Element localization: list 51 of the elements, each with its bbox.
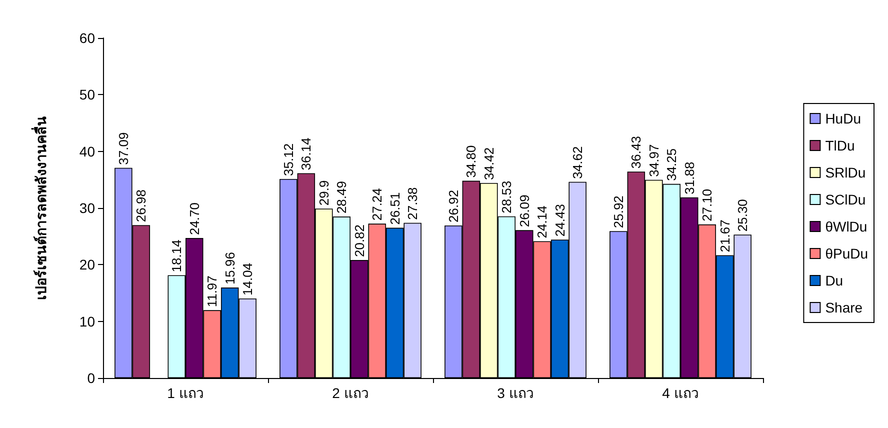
text: 36.14 [298, 138, 314, 170]
text: 29.9 [316, 180, 332, 206]
text: 31.88 [682, 162, 697, 194]
text: 26.51 [387, 192, 402, 225]
text: 21.67 [717, 220, 732, 252]
y-tick-label: 0 [87, 370, 96, 386]
text: 24.14 [534, 206, 550, 238]
text: 34.80 [464, 145, 479, 178]
legend-label: SRlDu [825, 164, 866, 180]
x-tick-label: 3 แถว [497, 385, 534, 401]
text: 26.98 [134, 190, 149, 222]
text: 26.09 [516, 194, 532, 228]
text: 28.53 [499, 180, 514, 214]
x-tick-label: 2 แถว [332, 385, 369, 401]
legend-label: θPuDu [825, 246, 868, 262]
text: 20.82 [352, 224, 367, 258]
text: 34.62 [570, 146, 586, 179]
text: 18.14 [169, 240, 184, 272]
text: 26.92 [446, 190, 461, 222]
legend-label: Du [825, 272, 844, 288]
y-tick-label: 40 [79, 143, 96, 160]
legend-label: Share [825, 300, 863, 316]
text: 27.24 [370, 188, 385, 221]
text: 24.43 [552, 204, 568, 237]
x-tick-label: 1 แถว [167, 385, 204, 401]
text: 35.12 [280, 143, 296, 176]
text: 27.38 [405, 187, 420, 220]
y-tick-label: 60 [79, 30, 96, 46]
text: 34.97 [646, 144, 662, 177]
y-tick-label: 20 [79, 256, 96, 273]
legend-label: θWlDu [825, 218, 868, 234]
y-tick-label: 10 [79, 313, 96, 330]
text: 34.42 [481, 147, 496, 180]
legend-label: TlDu [825, 138, 855, 154]
y-axis-title: เปอร์เซนต์การลดพลังงานคลื่น [31, 116, 49, 300]
text: 37.09 [116, 132, 131, 165]
text: 15.96 [222, 252, 238, 285]
x-tick-label: 4 แถว [662, 385, 699, 401]
y-tick-label: 50 [79, 86, 96, 103]
text: 14.04 [240, 262, 256, 296]
text: 24.70 [186, 202, 202, 236]
text: 27.10 [700, 188, 715, 222]
legend-label: HuDu [825, 110, 861, 126]
text: 25.92 [610, 196, 626, 228]
y-tick-label: 30 [79, 200, 96, 216]
text: 11.97 [204, 276, 220, 308]
text: 34.25 [664, 148, 680, 181]
legend-label: SClDu [825, 192, 866, 208]
text: 36.43 [628, 136, 644, 169]
text: 25.30 [735, 199, 750, 232]
text: 28.49 [334, 181, 350, 214]
